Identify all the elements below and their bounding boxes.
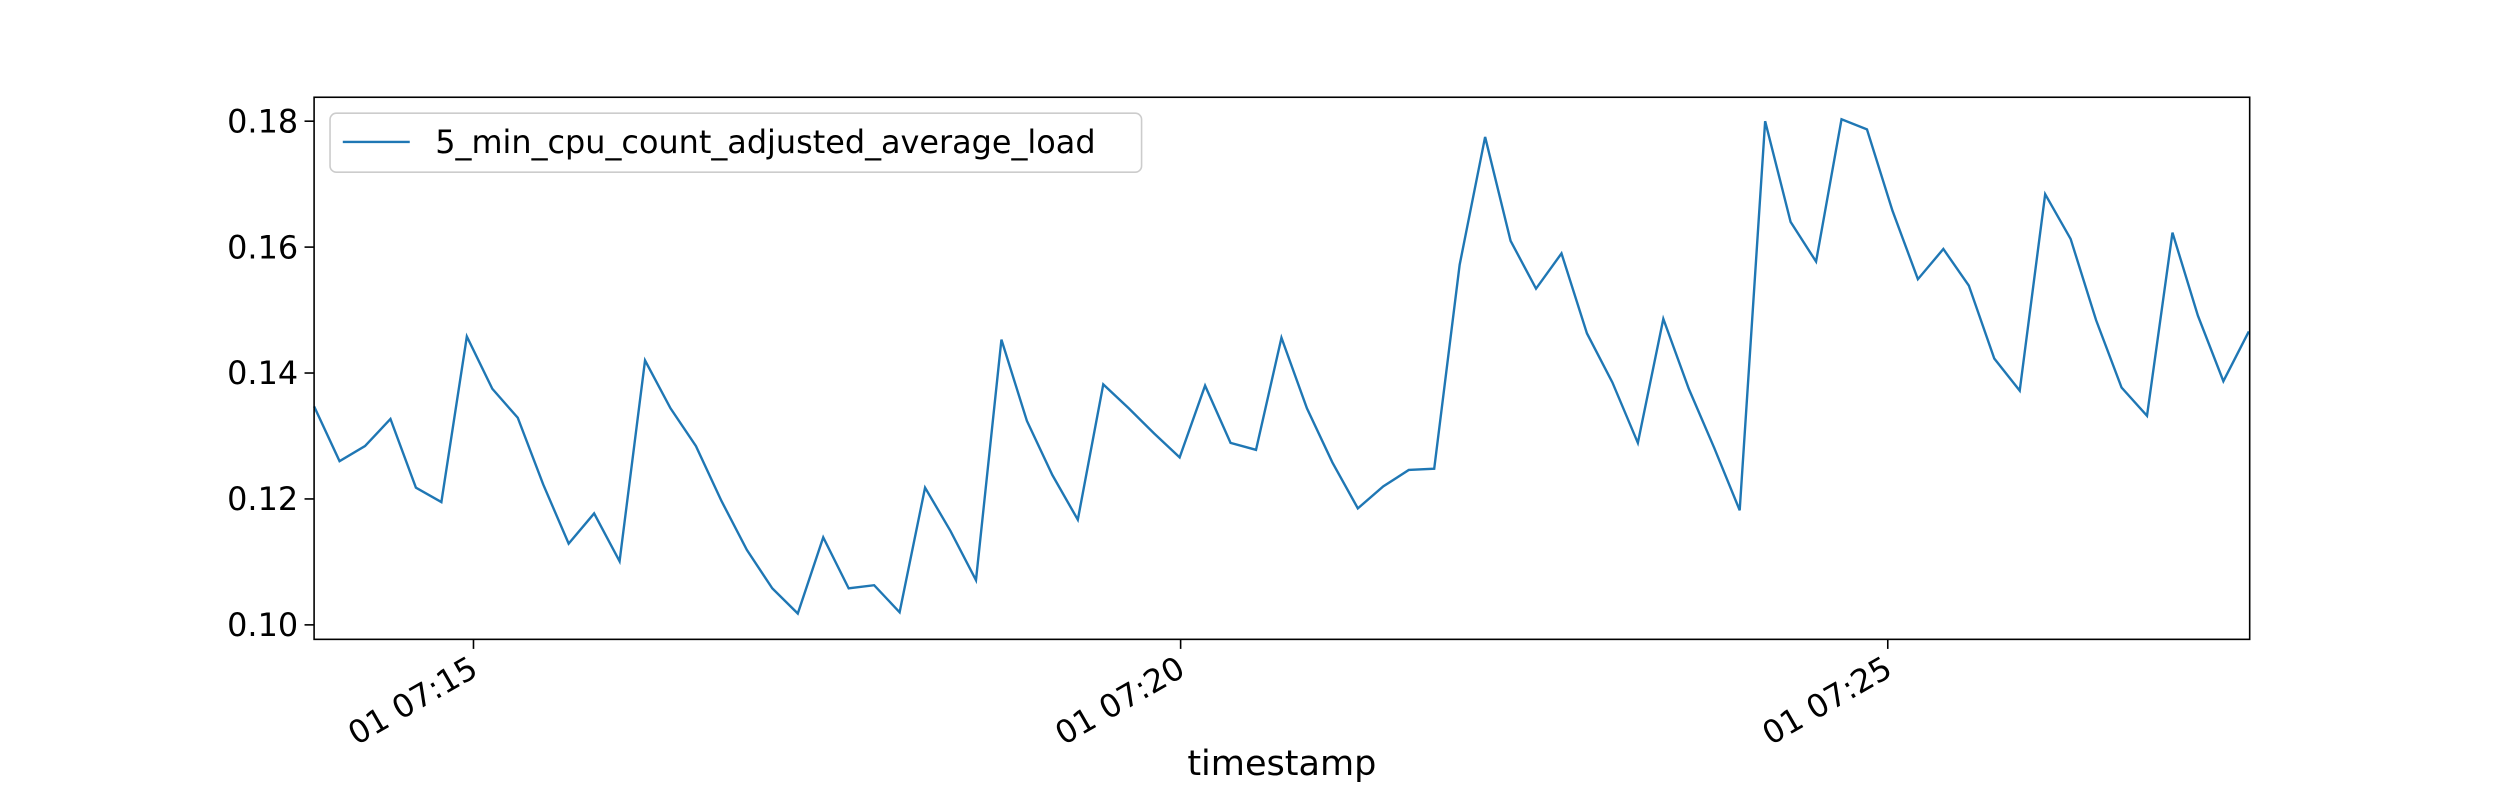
legend-label: 5_min_cpu_count_adjusted_average_load (435, 123, 1095, 161)
x-tick-label: 01 07:25 (1756, 648, 1898, 752)
y-tick-label: 0.16 (227, 228, 298, 266)
x-axis-label: timestamp (1187, 743, 1376, 784)
y-tick-label: 0.14 (227, 354, 298, 392)
x-tick-label: 01 07:20 (1049, 648, 1191, 752)
plot-frame (313, 96, 2251, 641)
y-tick-label: 0.10 (227, 606, 298, 644)
data-line (313, 117, 2250, 616)
legend-box (329, 112, 1143, 173)
y-tick-label: 0.12 (227, 480, 298, 518)
x-tick-label: 01 07:15 (341, 648, 483, 752)
y-tick-label: 0.18 (227, 102, 298, 140)
